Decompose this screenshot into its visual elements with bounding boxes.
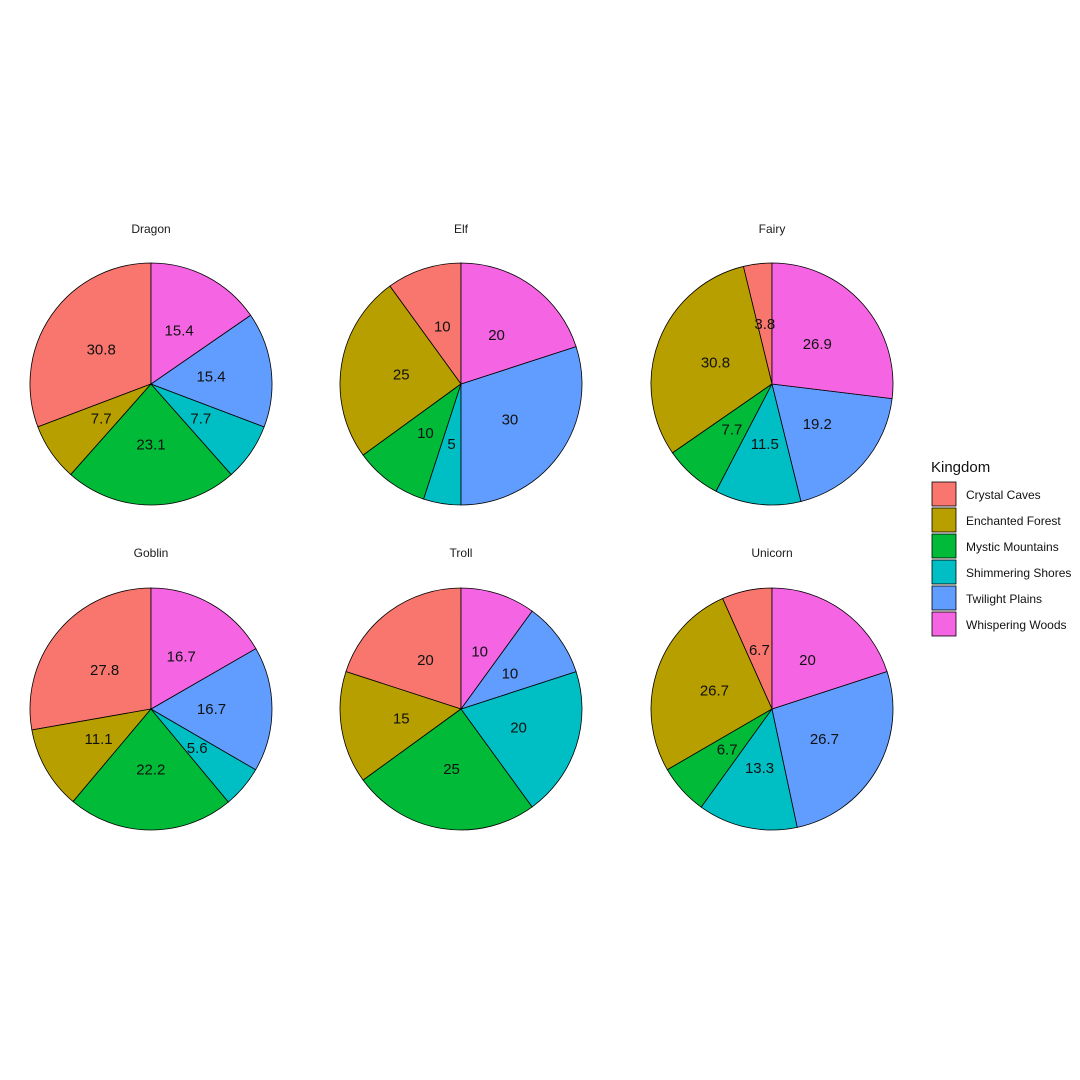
pie-facets: Dragon 30.8 7.7 23.1 7.7 15.4 15.4 Elf 10 25 10 5 30… <box>29 222 894 831</box>
slice-label-unicorn-whispering-woods: 20 <box>799 652 816 669</box>
pie-troll: Troll 20 15 25 20 10 10 <box>339 546 583 831</box>
facet-title-troll: Troll <box>450 546 473 560</box>
slice-troll-crystal-caves <box>345 587 462 710</box>
slice-label-goblin-twilight-plains: 16.7 <box>197 701 226 718</box>
slice-label-elf-twilight-plains: 30 <box>502 412 519 429</box>
slice-fairy-whispering-woods <box>771 262 894 400</box>
slice-troll-enchanted-forest <box>339 671 462 781</box>
slice-elf-twilight-plains <box>460 346 583 506</box>
slice-troll-mystic-mountains <box>362 708 533 831</box>
slice-label-elf-enchanted-forest: 25 <box>393 367 410 384</box>
legend-swatch-twilight-plains <box>931 585 957 611</box>
slice-label-goblin-whispering-woods: 16.7 <box>167 649 196 666</box>
slice-troll-whispering-woods <box>460 587 533 711</box>
slice-label-fairy-enchanted-forest: 30.8 <box>701 355 730 372</box>
slice-label-goblin-mystic-mountains: 22.2 <box>136 762 165 779</box>
legend-item-mystic-mountains: Mystic Mountains <box>931 533 1059 559</box>
slice-label-elf-mystic-mountains: 10 <box>417 425 434 442</box>
slice-unicorn-shimmering-shores <box>700 708 798 831</box>
slice-label-elf-whispering-woods: 20 <box>488 327 505 344</box>
slice-label-unicorn-crystal-caves: 6.7 <box>749 642 770 659</box>
legend-item-shimmering-shores: Shimmering Shores <box>931 559 1071 585</box>
slice-fairy-enchanted-forest <box>650 265 773 454</box>
slice-dragon-twilight-plains <box>150 314 273 428</box>
slice-label-goblin-crystal-caves: 27.8 <box>90 662 119 679</box>
facet-title-elf: Elf <box>454 222 469 236</box>
slice-elf-enchanted-forest <box>339 285 462 456</box>
pie-goblin: Goblin 27.8 11.1 22.2 5.6 16.7 16.7 <box>29 546 273 831</box>
facet-title-dragon: Dragon <box>131 222 170 236</box>
legend-label-enchanted-forest: Enchanted Forest <box>966 514 1061 528</box>
slice-label-troll-crystal-caves: 20 <box>417 652 434 669</box>
legend-item-enchanted-forest: Enchanted Forest <box>931 507 1061 533</box>
slice-label-fairy-whispering-woods: 26.9 <box>803 336 832 353</box>
slice-label-unicorn-shimmering-shores: 13.3 <box>745 760 774 777</box>
slice-dragon-mystic-mountains <box>70 383 232 506</box>
slice-label-goblin-enchanted-forest: 11.1 <box>85 731 113 748</box>
slice-goblin-whispering-woods <box>150 587 257 710</box>
slice-label-elf-crystal-caves: 10 <box>434 318 451 335</box>
legend-title: Kingdom <box>931 459 990 476</box>
slice-goblin-twilight-plains <box>150 648 273 771</box>
legend-item-twilight-plains: Twilight Plains <box>931 585 1042 611</box>
pie-unicorn: Unicorn 6.7 26.7 6.7 13.3 26.7 20 <box>650 546 894 831</box>
slice-goblin-enchanted-forest <box>31 708 153 803</box>
pie-fairy: Fairy 3.8 30.8 7.7 11.5 19.2 26.9 <box>650 222 894 506</box>
legend-label-mystic-mountains: Mystic Mountains <box>966 540 1059 554</box>
slice-label-dragon-crystal-caves: 30.8 <box>87 342 116 359</box>
facet-title-unicorn: Unicorn <box>751 546 792 560</box>
legend-item-whispering-woods: Whispering Woods <box>931 611 1067 637</box>
slice-label-fairy-twilight-plains: 19.2 <box>803 416 832 433</box>
slice-label-fairy-crystal-caves: 3.8 <box>754 316 775 333</box>
pie-dragon: Dragon 30.8 7.7 23.1 7.7 15.4 15.4 <box>29 222 273 506</box>
slice-dragon-crystal-caves <box>29 262 152 428</box>
legend-label-twilight-plains: Twilight Plains <box>966 592 1042 606</box>
slice-label-troll-whispering-woods: 10 <box>471 643 488 660</box>
slice-goblin-mystic-mountains <box>72 708 229 831</box>
slice-label-goblin-shimmering-shores: 5.6 <box>187 740 208 757</box>
slice-label-fairy-mystic-mountains: 7.7 <box>722 421 743 438</box>
legend: Kingdom Crystal Caves Enchanted Forest Myst… <box>931 459 1071 637</box>
slice-label-dragon-whispering-woods: 15.4 <box>165 322 194 339</box>
slice-troll-shimmering-shores <box>460 671 583 808</box>
slice-unicorn-twilight-plains <box>771 670 894 828</box>
slice-label-unicorn-enchanted-forest: 26.7 <box>700 682 729 699</box>
slice-label-unicorn-twilight-plains: 26.7 <box>810 731 839 748</box>
legend-label-whispering-woods: Whispering Woods <box>966 618 1067 632</box>
legend-swatch-enchanted-forest <box>931 507 957 533</box>
legend-swatch-mystic-mountains <box>931 533 957 559</box>
slice-fairy-twilight-plains <box>771 383 893 502</box>
slice-troll-twilight-plains <box>459 610 577 710</box>
slice-label-dragon-shimmering-shores: 7.7 <box>190 410 211 427</box>
legend-item-crystal-caves: Crystal Caves <box>931 481 1041 507</box>
legend-label-shimmering-shores: Shimmering Shores <box>966 566 1071 580</box>
pie-elf: Elf 10 25 10 5 30 20 <box>339 222 583 506</box>
slice-elf-crystal-caves <box>389 262 462 386</box>
facet-title-goblin: Goblin <box>134 546 169 560</box>
slice-label-troll-enchanted-forest: 15 <box>393 710 410 727</box>
legend-swatch-crystal-caves <box>931 481 957 507</box>
slice-label-dragon-twilight-plains: 15.4 <box>196 369 225 386</box>
slice-unicorn-whispering-woods <box>771 587 888 710</box>
slice-elf-mystic-mountains <box>362 382 462 500</box>
slice-fairy-shimmering-shores <box>715 382 802 506</box>
slice-label-unicorn-mystic-mountains: 6.7 <box>717 742 738 759</box>
legend-label-crystal-caves: Crystal Caves <box>966 488 1041 502</box>
slice-unicorn-enchanted-forest <box>650 598 773 771</box>
slice-elf-whispering-woods <box>460 262 577 385</box>
legend-swatch-whispering-woods <box>931 611 957 637</box>
slice-label-fairy-shimmering-shores: 11.5 <box>751 436 779 453</box>
slice-label-troll-shimmering-shores: 20 <box>510 720 527 737</box>
slice-label-troll-twilight-plains: 10 <box>502 665 519 682</box>
slice-label-elf-shimmering-shores: 5 <box>447 436 455 453</box>
slice-label-dragon-mystic-mountains: 23.1 <box>136 437 165 454</box>
legend-swatch-shimmering-shores <box>931 559 957 585</box>
slice-label-troll-mystic-mountains: 25 <box>443 761 460 778</box>
slice-goblin-crystal-caves <box>29 587 152 731</box>
slice-label-dragon-enchanted-forest: 7.7 <box>91 410 112 427</box>
slice-dragon-whispering-woods <box>150 262 252 385</box>
facet-title-fairy: Fairy <box>759 222 786 236</box>
